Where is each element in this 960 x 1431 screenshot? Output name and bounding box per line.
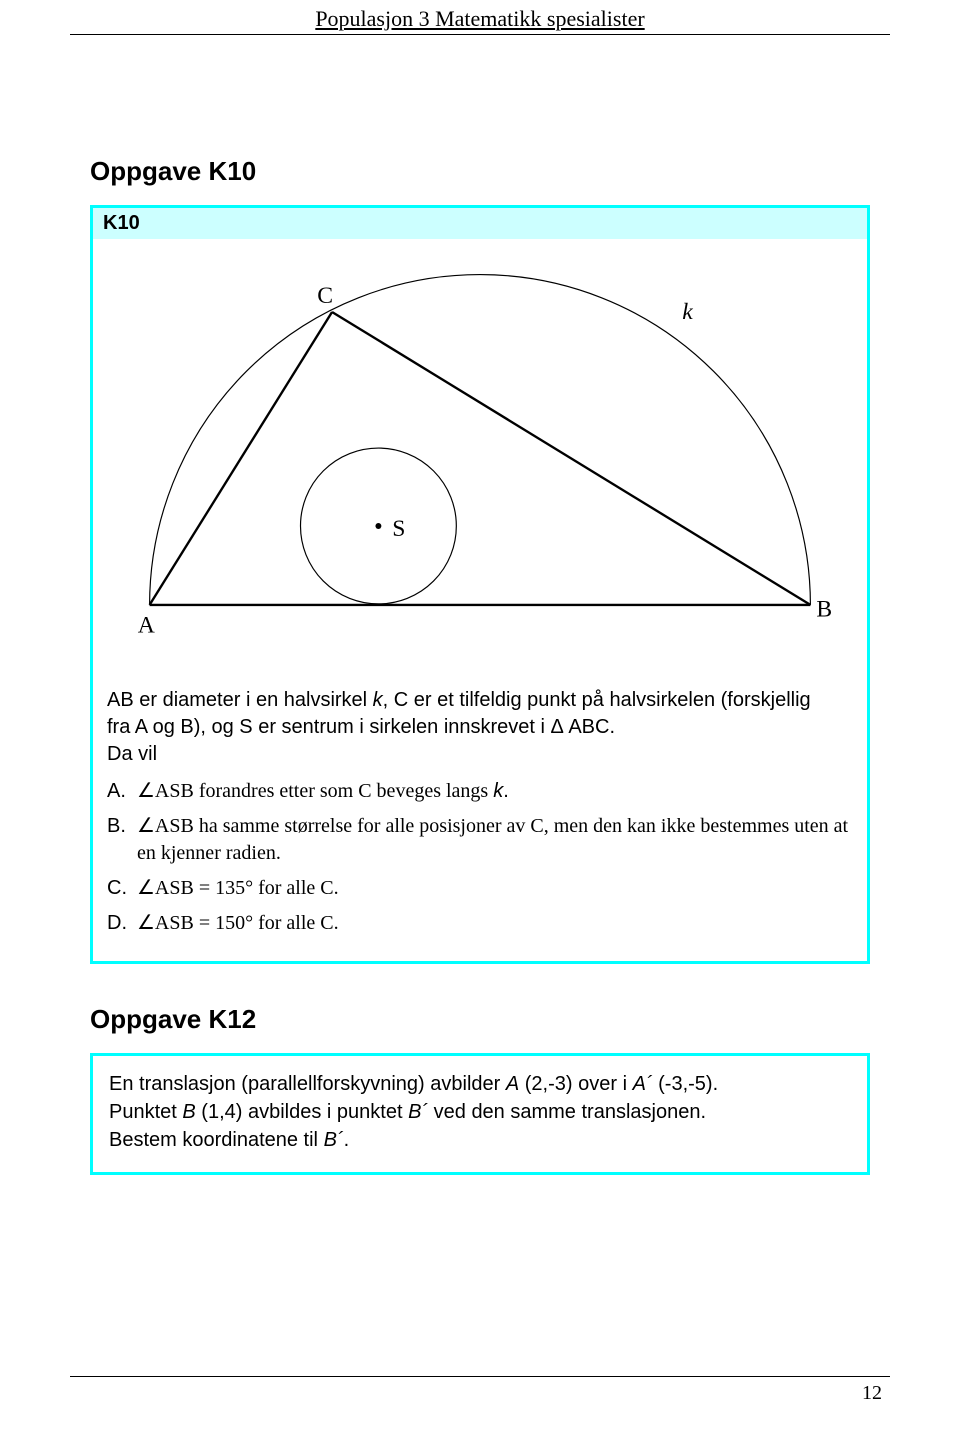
page-number: 12 bbox=[862, 1382, 882, 1405]
k12-l2-Bp: B´ bbox=[408, 1101, 428, 1123]
k10-intro-3: Da vil bbox=[107, 743, 157, 765]
k10-intro-2: fra A og B), og S er sentrum i sirkelen … bbox=[107, 716, 615, 738]
k12-l1c: (-3,-5). bbox=[653, 1073, 719, 1095]
task-k10-body: A B C S k AB er diameter i en halvsirkel… bbox=[93, 239, 867, 961]
task-k10-box: K10 A B C bbox=[90, 205, 870, 964]
k10-intro-1: AB er diameter i en halvsirkel bbox=[107, 689, 373, 711]
task-k12-title: Oppgave K12 bbox=[90, 1004, 870, 1035]
semicircle-arc bbox=[150, 275, 811, 605]
option-a-post: . bbox=[503, 780, 509, 802]
option-a-text: ∠ASB forandres etter som C beveges langs… bbox=[137, 778, 853, 805]
k12-l1-Ap: A´ bbox=[633, 1073, 653, 1095]
k10-intro-1b: , C er et tilfeldig punkt på halvsirkele… bbox=[383, 689, 811, 711]
k12-line3: Bestem koordinatene til B´. bbox=[109, 1126, 851, 1154]
point-s-dot bbox=[375, 523, 381, 529]
line-cb bbox=[332, 312, 810, 605]
k10-options: A. ∠ASB forandres etter som C beveges la… bbox=[107, 778, 853, 937]
label-c: C bbox=[317, 283, 333, 309]
option-b-letter: B. bbox=[107, 813, 137, 867]
option-b-text: ∠ASB ha samme størrelse for alle posisjo… bbox=[137, 813, 853, 867]
k12-l3b: . bbox=[344, 1129, 350, 1151]
option-a-pre: ∠ASB forandres etter som C beveges langs bbox=[137, 780, 493, 802]
geometry-svg: A B C S k bbox=[120, 257, 840, 649]
option-d-letter: D. bbox=[107, 910, 137, 937]
geometry-figure: A B C S k bbox=[120, 257, 840, 657]
label-b: B bbox=[816, 597, 832, 623]
label-k: k bbox=[682, 299, 693, 325]
option-a-letter: A. bbox=[107, 778, 137, 805]
option-c-letter: C. bbox=[107, 875, 137, 902]
k12-l2c: ved den samme translasjonen. bbox=[428, 1101, 706, 1123]
task-k10-head: K10 bbox=[93, 208, 867, 239]
k12-line2: Punktet B (1,4) avbildes i punktet B´ ve… bbox=[109, 1098, 851, 1126]
option-a-k: k bbox=[493, 780, 503, 802]
header-underline bbox=[70, 34, 890, 35]
k12-l2a: Punktet bbox=[109, 1101, 182, 1123]
k12-l1b: (2,-3) over i bbox=[519, 1073, 632, 1095]
footer-rule bbox=[70, 1376, 890, 1377]
option-c-text: ∠ASB = 135° for alle C. bbox=[137, 875, 853, 902]
k12-l2b: (1,4) avbildes i punktet bbox=[196, 1101, 408, 1123]
option-b: B. ∠ASB ha samme størrelse for alle posi… bbox=[107, 813, 853, 867]
k10-intro: AB er diameter i en halvsirkel k, C er e… bbox=[107, 687, 853, 768]
k12-l3a: Bestem koordinatene til bbox=[109, 1129, 324, 1151]
k12-l1a: En translasjon (parallellforskyvning) av… bbox=[109, 1073, 506, 1095]
page-header: Populasjon 3 Matematikk spesialister bbox=[0, 0, 960, 36]
k12-l2-B: B bbox=[182, 1101, 195, 1123]
k12-l3-Bp: B´ bbox=[324, 1129, 344, 1151]
option-d-text: ∠ASB = 150° for alle C. bbox=[137, 910, 853, 937]
task-k12-box: En translasjon (parallellforskyvning) av… bbox=[90, 1053, 870, 1175]
option-a: A. ∠ASB forandres etter som C beveges la… bbox=[107, 778, 853, 805]
k10-intro-k: k bbox=[373, 689, 383, 711]
page-content: Oppgave K10 K10 A bbox=[0, 36, 960, 1175]
option-d: D. ∠ASB = 150° for alle C. bbox=[107, 910, 853, 937]
label-s: S bbox=[392, 516, 405, 542]
task-k10-title: Oppgave K10 bbox=[90, 156, 870, 187]
k12-l1-A: A bbox=[506, 1073, 519, 1095]
line-ac bbox=[150, 312, 332, 605]
option-c: C. ∠ASB = 135° for alle C. bbox=[107, 875, 853, 902]
k12-line1: En translasjon (parallellforskyvning) av… bbox=[109, 1070, 851, 1098]
label-a: A bbox=[138, 613, 155, 639]
